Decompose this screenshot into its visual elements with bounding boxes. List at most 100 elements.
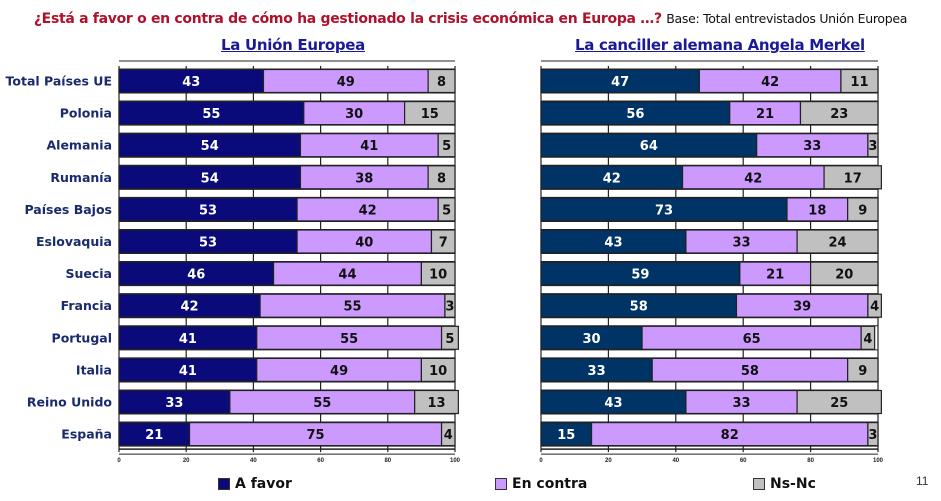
legend-label-a-favor: A favor [235, 476, 292, 492]
right-data-label: 3 [868, 428, 877, 443]
right-data-label: 42 [603, 171, 621, 186]
left-data-label: 10 [429, 364, 447, 379]
right-bar-ns-nc [847, 357, 879, 382]
category-label: Total Países UE [6, 74, 112, 89]
left-data-label: 75 [307, 428, 325, 443]
right-data-label: 9 [858, 364, 867, 379]
left-data-label: 40 [355, 236, 373, 251]
left-data-label: 5 [442, 139, 451, 154]
left-data-label: 54 [201, 139, 219, 154]
left-data-label: 53 [199, 203, 217, 218]
category-label: Italia [76, 362, 112, 377]
left-bar-ns-nc [430, 229, 456, 254]
question-title: ¿Está a favor o en contra de cómo ha ges… [33, 11, 662, 27]
left-bar-ns-nc [444, 293, 456, 318]
left-bar-ns-nc [404, 100, 456, 126]
right-data-label: 59 [631, 268, 649, 283]
right-tick-label: 0 [539, 458, 543, 464]
right-data-label: 9 [858, 203, 867, 218]
right-bar-ns-nc [867, 422, 879, 447]
left-data-label: 33 [165, 396, 183, 411]
right-bar-ns-nc [840, 68, 879, 94]
right-data-label: 39 [793, 300, 811, 315]
category-label: Francia [61, 298, 112, 313]
left-data-label: 5 [442, 203, 451, 218]
left-bar-ns-nc [414, 389, 459, 415]
right-data-label: 4 [863, 332, 872, 347]
left-data-label: 41 [179, 332, 197, 347]
right-data-label: 21 [766, 268, 784, 283]
right-bar-ns-nc [809, 261, 879, 286]
right-chart-title: La canciller alemana Angela Merkel [575, 36, 865, 54]
legend-swatch-ns-nc [753, 478, 765, 490]
right-data-label: 42 [761, 75, 779, 90]
left-data-label: 13 [427, 396, 445, 411]
left-bar-ns-nc [420, 261, 456, 286]
left-data-label: 42 [359, 203, 377, 218]
right-data-label: 42 [744, 171, 762, 186]
left-data-label: 8 [437, 171, 446, 186]
right-bar-ns-nc [796, 229, 879, 254]
right-tick-label: 40 [672, 458, 679, 464]
right-tick-label: 60 [740, 458, 747, 464]
legend-swatch-a-favor [218, 478, 230, 490]
left-data-label: 54 [201, 171, 219, 186]
right-bar-ns-nc [847, 197, 879, 222]
right-bar-ns-nc [867, 293, 882, 318]
left-data-label: 10 [429, 268, 447, 283]
left-data-label: 49 [330, 364, 348, 379]
left-data-label: 44 [338, 268, 356, 283]
left-data-label: 7 [439, 236, 448, 251]
right-data-label: 20 [835, 268, 853, 283]
left-data-label: 43 [182, 75, 200, 90]
left-data-label: 55 [343, 300, 361, 315]
legend-label-en-contra: En contra [512, 476, 588, 492]
right-data-label: 25 [830, 396, 848, 411]
right-bar-ns-nc [823, 165, 882, 190]
left-plot-area [119, 66, 455, 450]
left-data-label: 38 [355, 171, 373, 186]
right-data-label: 65 [743, 332, 761, 347]
category-label: Rumanía [50, 170, 112, 185]
left-data-label: 53 [199, 236, 217, 251]
left-data-label: 55 [340, 332, 358, 347]
legend-label-ns-nc: Ns-Nc [770, 476, 816, 492]
left-data-label: 4 [444, 428, 453, 443]
left-data-label: 55 [313, 396, 331, 411]
left-data-label: 42 [181, 300, 199, 315]
left-bar-ns-nc [427, 68, 456, 94]
left-tick-label: 20 [183, 458, 190, 464]
right-tick-label: 100 [873, 458, 884, 464]
right-data-label: 64 [640, 139, 658, 154]
category-label: España [61, 427, 112, 442]
right-data-label: 43 [604, 396, 622, 411]
category-label: Reino Unido [27, 395, 113, 410]
left-data-label: 3 [445, 300, 454, 315]
chart-header: ¿Está a favor o en contra de cómo ha ges… [0, 10, 941, 28]
right-bar-ns-nc [860, 325, 876, 350]
right-bar-ns-nc [796, 389, 882, 415]
legend-item-ns-nc: Ns-Nc [753, 476, 816, 492]
category-label: Polonia [60, 106, 112, 121]
right-data-label: 43 [604, 236, 622, 251]
left-bar-ns-nc [437, 197, 456, 222]
left-data-label: 41 [179, 364, 197, 379]
left-chart-title: La Unión Europea [221, 36, 365, 54]
right-tick-label: 80 [807, 458, 814, 464]
right-bar-ns-nc [799, 100, 879, 126]
left-data-label: 5 [445, 332, 454, 347]
right-data-label: 73 [655, 203, 673, 218]
left-bar-ns-nc [440, 422, 456, 447]
left-tick-label: 80 [384, 458, 391, 464]
left-tick-label: 40 [250, 458, 257, 464]
right-data-label: 47 [611, 75, 629, 90]
left-tick-label: 0 [117, 458, 121, 464]
right-data-label: 33 [732, 236, 750, 251]
right-data-label: 23 [830, 107, 848, 122]
right-data-label: 30 [583, 332, 601, 347]
right-data-label: 33 [588, 364, 606, 379]
right-data-label: 15 [557, 428, 575, 443]
right-data-label: 4 [870, 300, 879, 315]
category-label: Alemania [46, 138, 112, 153]
